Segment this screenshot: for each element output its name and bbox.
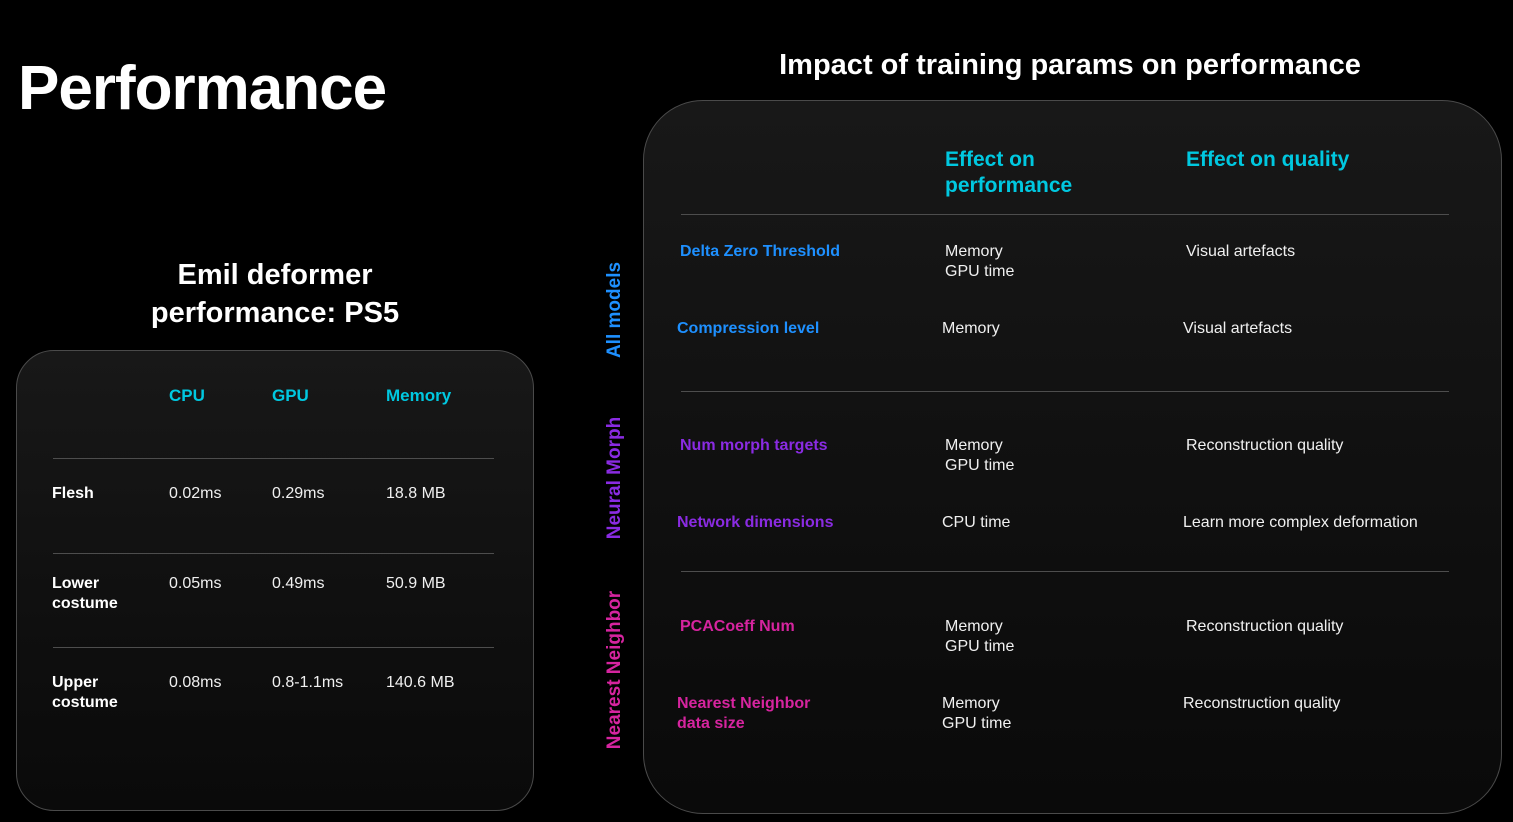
param-nearest-neighbor-data-size: Nearest Neighbor data size xyxy=(677,695,811,732)
group-label-nearest-neighbor: Nearest Neighbor xyxy=(604,590,625,750)
perf-pcacoeff-num: Memory GPU time xyxy=(945,618,1015,655)
left-table-heading: Emil deformer performance: PS5 xyxy=(110,256,440,332)
group-divider xyxy=(681,391,1449,392)
param-num-morph-targets: Num morph targets xyxy=(680,437,828,454)
perf-network-dimensions: CPU time xyxy=(942,514,1011,531)
perf-delta-zero-threshold: Memory GPU time xyxy=(945,243,1015,280)
group-label-all-models: All models xyxy=(604,261,625,359)
quality-nearest-neighbor-data-size: Reconstruction quality xyxy=(1183,695,1341,712)
row-label-lower-costume: Lower costume xyxy=(52,575,118,612)
param-compression-level: Compression level xyxy=(677,320,820,337)
quality-num-morph-targets: Reconstruction quality xyxy=(1186,437,1344,454)
col-header-gpu: GPU xyxy=(272,386,309,405)
quality-pcacoeff-num: Reconstruction quality xyxy=(1186,618,1344,635)
cell-lower-memory: 50.9 MB xyxy=(386,575,446,592)
col-header-performance: Effect on performance xyxy=(945,148,1073,197)
emil-performance-panel: CPU GPU Memory Flesh 0.02ms 0.29ms 18.8 … xyxy=(16,350,534,811)
row-label-flesh: Flesh xyxy=(52,485,94,502)
right-table-heading: Impact of training params on performance xyxy=(779,49,1361,81)
cell-upper-memory: 140.6 MB xyxy=(386,674,455,691)
param-network-dimensions: Network dimensions xyxy=(677,514,834,531)
cell-flesh-memory: 18.8 MB xyxy=(386,485,446,502)
header-divider xyxy=(681,214,1449,215)
param-pcacoeff-num: PCACoeff Num xyxy=(680,618,795,635)
perf-nearest-neighbor-data-size: Memory GPU time xyxy=(942,695,1012,732)
row-divider xyxy=(53,647,494,648)
quality-compression-level: Visual artefacts xyxy=(1183,320,1293,337)
cell-lower-cpu: 0.05ms xyxy=(169,575,222,592)
perf-compression-level: Memory xyxy=(942,320,1000,337)
col-header-memory: Memory xyxy=(386,386,452,405)
col-header-cpu: CPU xyxy=(169,386,205,405)
param-delta-zero-threshold: Delta Zero Threshold xyxy=(680,243,841,260)
cell-lower-gpu: 0.49ms xyxy=(272,575,325,592)
quality-delta-zero-threshold: Visual artefacts xyxy=(1186,243,1296,260)
left-heading-line2: performance: PS5 xyxy=(150,297,400,329)
group-label-neural-morph: Neural Morph xyxy=(604,416,625,540)
training-params-panel: Effect on performance Effect on quality … xyxy=(643,100,1502,814)
row-label-upper-costume: Upper costume xyxy=(52,674,118,711)
cell-flesh-gpu: 0.29ms xyxy=(272,485,325,502)
cell-flesh-cpu: 0.02ms xyxy=(169,485,222,502)
quality-network-dimensions: Learn more complex deformation xyxy=(1183,514,1418,531)
row-divider xyxy=(53,553,494,554)
left-heading-line1: Emil deformer xyxy=(177,259,373,291)
group-divider xyxy=(681,571,1449,572)
cell-upper-gpu: 0.8-1.1ms xyxy=(272,674,344,691)
perf-num-morph-targets: Memory GPU time xyxy=(945,437,1015,474)
col-header-quality: Effect on quality xyxy=(1186,148,1350,171)
row-divider xyxy=(53,458,494,459)
cell-upper-cpu: 0.08ms xyxy=(169,674,222,691)
page-title: Performance xyxy=(18,54,387,123)
